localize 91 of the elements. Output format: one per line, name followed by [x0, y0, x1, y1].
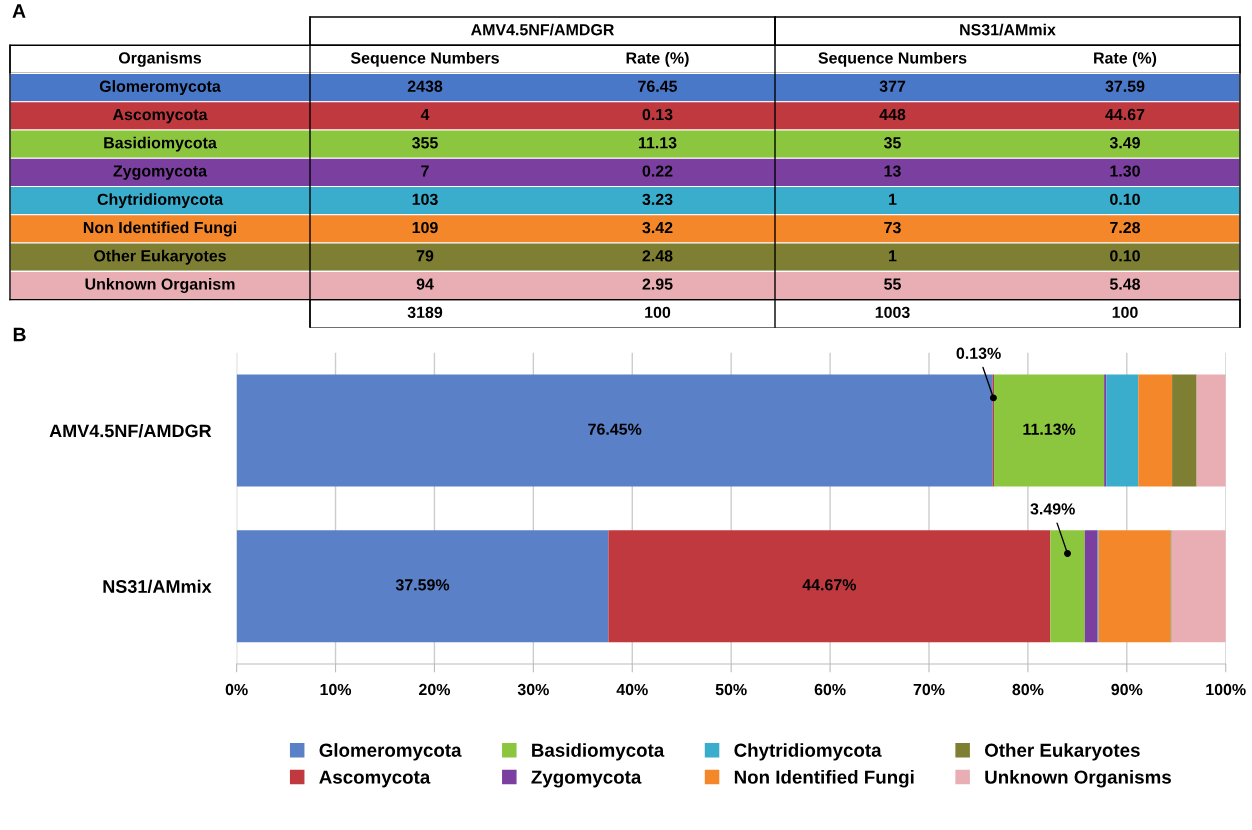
- text: 1: [889, 250, 897, 262]
- bar: [236, 530, 609, 643]
- text: 109: [412, 221, 438, 234]
- bar: [608, 530, 1051, 643]
- bar: [1104, 374, 1107, 487]
- text: 100: [1112, 306, 1138, 319]
- text: 94: [416, 278, 434, 290]
- category-label: Rate (%): [1094, 51, 1157, 67]
- legend-label: Chytridiomycota: [734, 743, 882, 761]
- legend-label: Unknown Organisms: [985, 769, 1171, 788]
- text: B: [13, 327, 26, 342]
- text: 73: [884, 221, 901, 234]
- text: 3.23: [642, 193, 673, 205]
- category-label: Zygomycota: [113, 165, 208, 180]
- x-tick-label: 60%: [814, 683, 846, 696]
- x-tick-label: 0%: [225, 683, 248, 696]
- data-label: 11.13%: [1023, 423, 1076, 435]
- category-label: Other Eukaryotes: [94, 249, 226, 265]
- text: 5.48: [1109, 278, 1141, 290]
- data-label: 76.45%: [588, 423, 642, 435]
- x-tick-label: 10%: [320, 683, 352, 696]
- category-label: Unknown Organism: [85, 277, 235, 293]
- text: 4: [420, 109, 430, 121]
- bar: [1050, 530, 1085, 643]
- category-label: Sequence Numbers: [818, 51, 967, 67]
- category-label: Basidiomycota: [104, 136, 217, 152]
- x-tick-label: 40%: [616, 683, 648, 696]
- text: 13: [884, 165, 901, 177]
- text: 76.45: [638, 80, 678, 92]
- data-label: 0.13%: [956, 347, 1001, 359]
- text: 100: [645, 306, 671, 319]
- legend-label: Basidiomycota: [532, 743, 665, 761]
- text: 0.22: [642, 165, 673, 177]
- legend-label: Glomeromycota: [319, 743, 462, 761]
- bar: [1171, 530, 1226, 643]
- legend-label: Zygomycota: [531, 770, 642, 788]
- text: 79: [416, 250, 434, 262]
- legend-label: Ascomycota: [319, 770, 431, 788]
- text: A: [12, 4, 26, 18]
- text: 0.10: [1110, 250, 1140, 262]
- category-label: Ascomycota: [112, 109, 208, 124]
- text: 3.42: [642, 221, 673, 234]
- bar: [236, 374, 993, 487]
- x-tick-label: 90%: [1111, 683, 1143, 696]
- text: 7: [421, 165, 429, 177]
- bar: [1172, 374, 1197, 487]
- bar: [1098, 530, 1171, 643]
- category-label: Non Identified Fungi: [83, 221, 237, 237]
- legend-label: Non Identified Fungi: [734, 769, 914, 788]
- text: 37.59: [1105, 80, 1145, 92]
- text: 2.48: [642, 250, 673, 262]
- text: 1003: [875, 306, 910, 319]
- text: NS31/AMmix: [960, 23, 1056, 36]
- x-tick-label: 50%: [715, 683, 747, 696]
- x-tick-label: 20%: [419, 683, 451, 696]
- text: AMV4.5NF/AMDGR: [471, 23, 615, 36]
- text: 103: [412, 193, 438, 205]
- text: 3.49: [1109, 137, 1140, 149]
- category-label: Sequence Numbers: [350, 51, 499, 67]
- category-label: Rate (%): [626, 51, 689, 67]
- x-tick-label: 80%: [1012, 683, 1044, 696]
- bar: [1084, 530, 1098, 643]
- text: 55: [884, 278, 901, 290]
- text: 448: [879, 108, 906, 121]
- text: 44.67: [1105, 108, 1145, 121]
- text: 2438: [407, 80, 443, 92]
- data-label: 3.49%: [1030, 503, 1075, 515]
- category-label: Chytridiomycota: [97, 193, 224, 209]
- text: 1.30: [1110, 165, 1140, 177]
- bar: [1196, 374, 1226, 487]
- bar: [1138, 374, 1173, 487]
- text: 0.10: [1110, 193, 1140, 205]
- bar: [994, 374, 1105, 487]
- text: 1: [889, 193, 897, 205]
- text: 35: [883, 137, 901, 149]
- text: 377: [879, 80, 906, 92]
- text: 0.13: [642, 108, 673, 121]
- x-tick-label: 100%: [1206, 683, 1246, 696]
- text: 11.13: [638, 137, 677, 149]
- text: 3189: [407, 306, 443, 319]
- legend-label: Other Eukaryotes: [984, 743, 1140, 761]
- text: 7.28: [1110, 221, 1141, 234]
- x-tick-label: 70%: [913, 683, 945, 696]
- text: Organisms: [118, 51, 202, 67]
- category-label: Glomeromycota: [99, 80, 221, 96]
- text: 2.95: [642, 278, 673, 290]
- data-label: 37.59%: [395, 579, 450, 591]
- data-label: 44.67%: [802, 579, 856, 591]
- text: 355: [412, 137, 438, 149]
- bar: [1106, 374, 1139, 487]
- x-tick-label: 30%: [517, 683, 549, 696]
